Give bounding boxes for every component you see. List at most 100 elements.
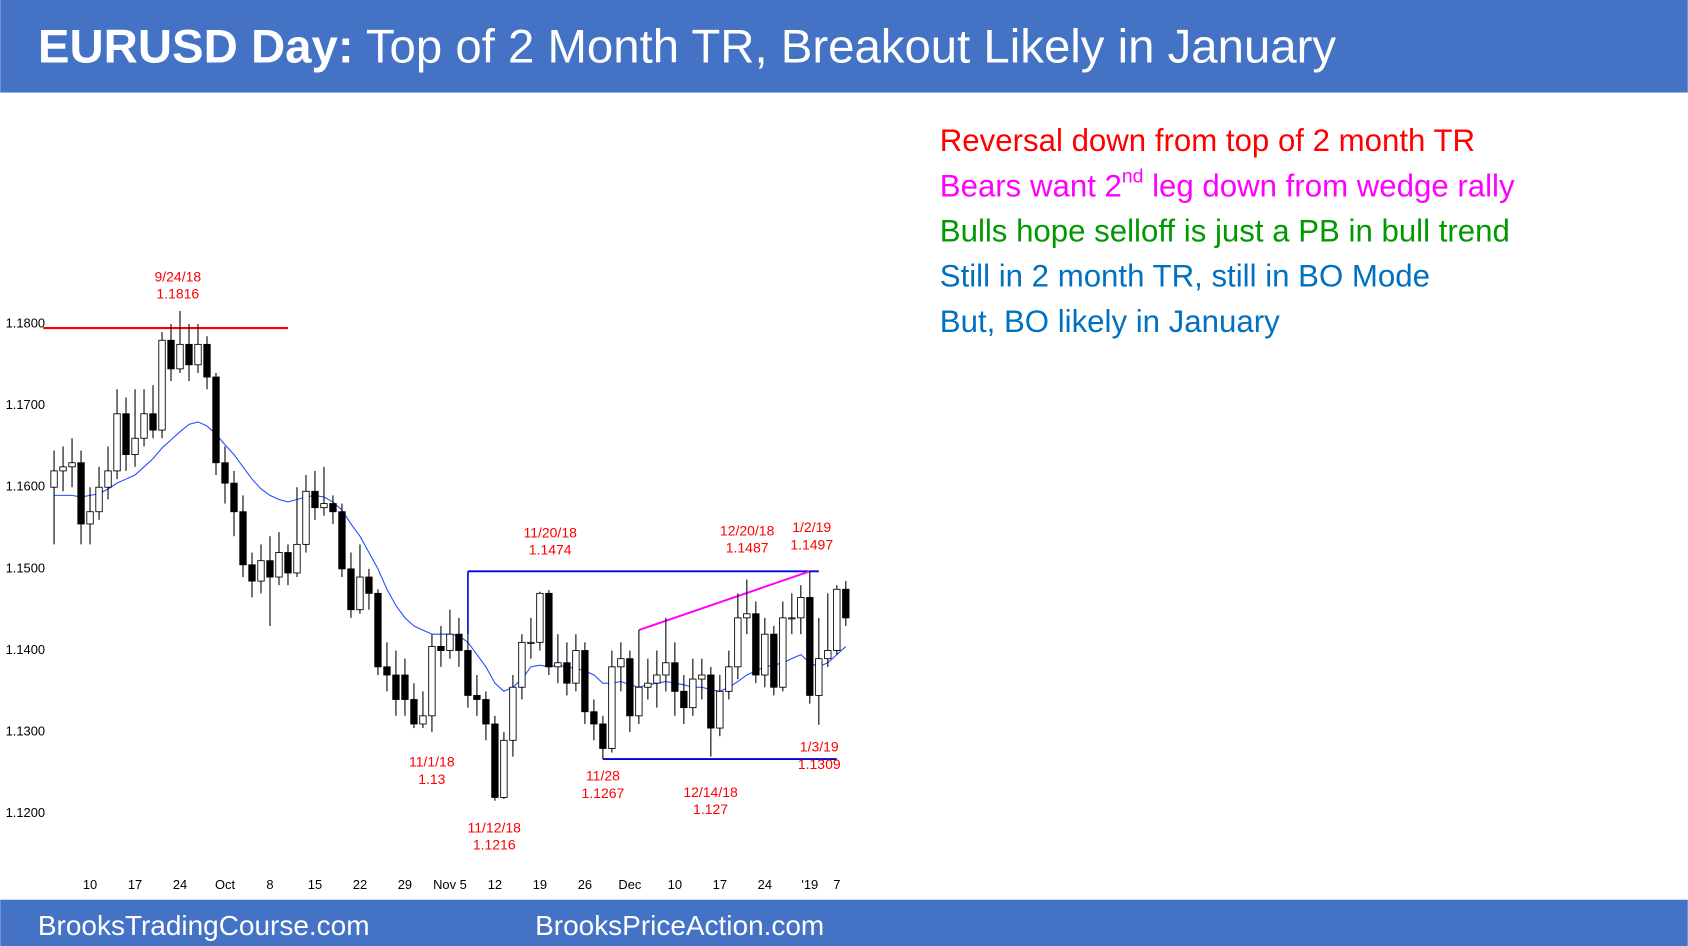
candle-body bbox=[122, 413, 130, 456]
candle-body bbox=[779, 617, 787, 688]
candle-body bbox=[176, 343, 184, 370]
candle-body bbox=[689, 678, 697, 709]
x-tick-label: 17 bbox=[128, 877, 142, 892]
note-part: leg down from wedge rally bbox=[1143, 169, 1515, 204]
candle-body bbox=[356, 576, 364, 611]
candle-body bbox=[257, 560, 265, 582]
x-tick-label: 22 bbox=[353, 877, 367, 892]
candle-body bbox=[149, 413, 157, 431]
x-tick-label: '19 bbox=[801, 877, 818, 892]
candle-body bbox=[104, 470, 112, 488]
candle-body bbox=[194, 343, 202, 366]
x-tick-label: 26 bbox=[578, 877, 592, 892]
candle-body bbox=[761, 633, 769, 676]
candle-body bbox=[698, 674, 706, 680]
candle-body bbox=[608, 666, 616, 749]
annotation-price: 1.13 bbox=[418, 771, 445, 787]
title-bar bbox=[0, 0, 1688, 93]
candle-body bbox=[221, 462, 229, 484]
candle-body bbox=[59, 466, 67, 472]
y-tick-label: 1.1300 bbox=[6, 724, 45, 739]
x-tick-label: 10 bbox=[668, 877, 682, 892]
candle-body bbox=[338, 511, 346, 570]
x-tick-label: 12 bbox=[488, 877, 502, 892]
candle-body bbox=[68, 462, 76, 468]
candle-body bbox=[239, 511, 247, 566]
candle-body bbox=[635, 686, 643, 717]
x-tick-label: 17 bbox=[713, 877, 727, 892]
title: EURUSD Day: Top of 2 Month TR, Breakout … bbox=[38, 20, 1336, 73]
y-tick-label: 1.1700 bbox=[6, 397, 45, 412]
candle-body bbox=[113, 413, 121, 472]
candle-body bbox=[230, 482, 238, 513]
candle-body bbox=[671, 662, 679, 692]
annotation-price: 1.1816 bbox=[156, 286, 199, 302]
candle-body bbox=[266, 560, 274, 578]
annotation-date: 11/20/18 bbox=[523, 525, 577, 541]
candle-body bbox=[734, 617, 742, 668]
notes: Reversal down from top of 2 month TR Bear… bbox=[940, 123, 1515, 339]
annotation-date: 12/14/18 bbox=[683, 784, 738, 800]
wedge-line bbox=[638, 570, 811, 632]
candle-body bbox=[275, 552, 283, 578]
candle-body bbox=[86, 511, 94, 525]
candle-body bbox=[347, 568, 355, 611]
candle-body bbox=[545, 592, 553, 668]
candle-body bbox=[455, 633, 463, 651]
annotation-price: 1.1309 bbox=[798, 756, 841, 772]
x-tick-label: 24 bbox=[173, 877, 187, 892]
candle-body bbox=[203, 343, 211, 378]
annotation-date: 1/2/19 bbox=[792, 519, 831, 535]
x-tick-label: Dec bbox=[618, 877, 641, 892]
candle-body bbox=[653, 674, 661, 684]
note: Still in 2 month TR, still in BO Mode bbox=[940, 259, 1430, 294]
candle-body bbox=[752, 613, 760, 676]
annotation-price: 1.1216 bbox=[473, 837, 516, 853]
x-tick-label: 7 bbox=[833, 877, 840, 892]
candle-body bbox=[806, 597, 814, 696]
candle-body bbox=[824, 650, 832, 660]
candle-body bbox=[788, 617, 796, 620]
annotation-price: 1.1497 bbox=[790, 536, 833, 552]
x-tick-label: Nov 5 bbox=[433, 877, 467, 892]
footer-right: BrooksPriceAction.com bbox=[535, 910, 824, 941]
candle-body bbox=[365, 576, 373, 594]
candle-body bbox=[473, 694, 481, 700]
candle-body bbox=[518, 641, 526, 688]
x-tick-label: Oct bbox=[215, 877, 235, 892]
candle-body bbox=[419, 715, 427, 725]
annotation-date: 1/3/19 bbox=[800, 739, 839, 755]
candle-body bbox=[617, 658, 625, 668]
candle-body bbox=[662, 662, 670, 676]
candle-body bbox=[464, 650, 472, 696]
note: Reversal down from top of 2 month TR bbox=[940, 123, 1475, 158]
note-part: But, BO likely in January bbox=[940, 304, 1280, 339]
candle-body bbox=[248, 564, 256, 582]
superscript: nd bbox=[1122, 166, 1144, 188]
candle-body bbox=[212, 376, 220, 464]
candle-body bbox=[140, 413, 148, 439]
candle-body bbox=[527, 641, 535, 644]
note-part: Still in 2 month TR, still in BO Mode bbox=[940, 259, 1430, 294]
candle-body bbox=[833, 588, 841, 651]
candle-body bbox=[491, 723, 499, 798]
x-tick-label: 15 bbox=[308, 877, 322, 892]
y-tick-label: 1.1200 bbox=[6, 805, 45, 820]
candle-body bbox=[95, 486, 103, 513]
candle-body bbox=[707, 674, 715, 729]
candle-body bbox=[743, 613, 751, 619]
annotation-date: 11/12/18 bbox=[468, 819, 522, 835]
candle-body bbox=[401, 674, 409, 700]
candle-body bbox=[581, 650, 589, 713]
candle-body bbox=[482, 699, 490, 725]
note-part: Bears want 2 bbox=[940, 169, 1122, 204]
candle-body bbox=[131, 437, 139, 456]
candle-body bbox=[428, 645, 436, 717]
annotation-date: 9/24/18 bbox=[154, 268, 201, 284]
candle-body bbox=[329, 503, 337, 513]
candle-body bbox=[302, 490, 310, 545]
candle-body bbox=[311, 490, 319, 509]
candle-body bbox=[167, 339, 175, 370]
note: Bulls hope selloff is just a PB in bull … bbox=[940, 214, 1510, 249]
